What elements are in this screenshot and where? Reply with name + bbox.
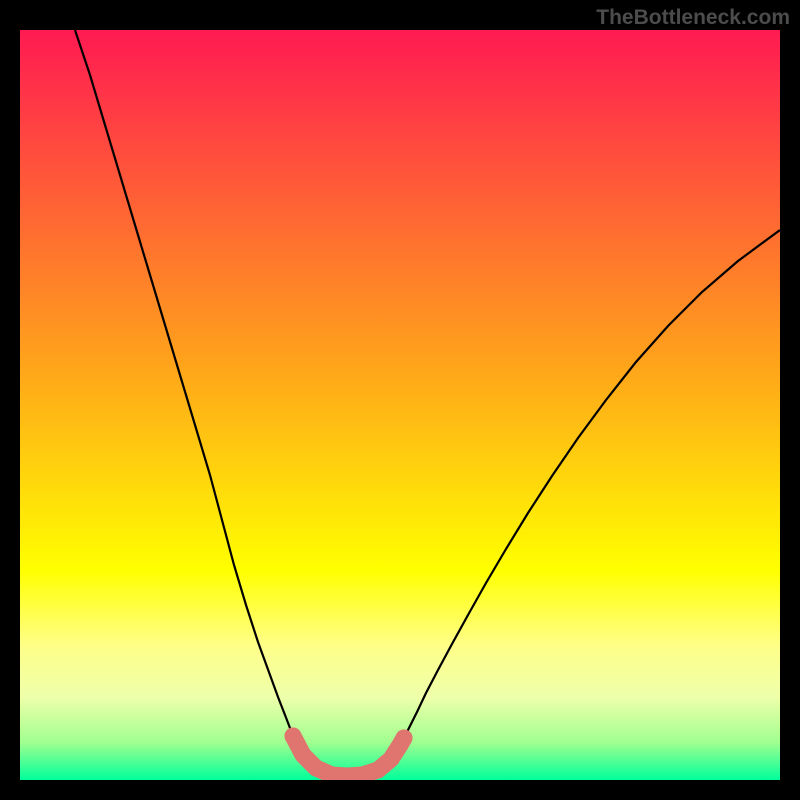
watermark-text: TheBottleneck.com <box>596 6 790 30</box>
plot-svg <box>20 30 780 780</box>
gradient-background <box>20 30 780 780</box>
chart-stage: TheBottleneck.com <box>0 0 800 800</box>
valley-dot-left <box>285 728 302 745</box>
plot-area <box>20 30 780 780</box>
valley-dot-right <box>396 730 413 747</box>
